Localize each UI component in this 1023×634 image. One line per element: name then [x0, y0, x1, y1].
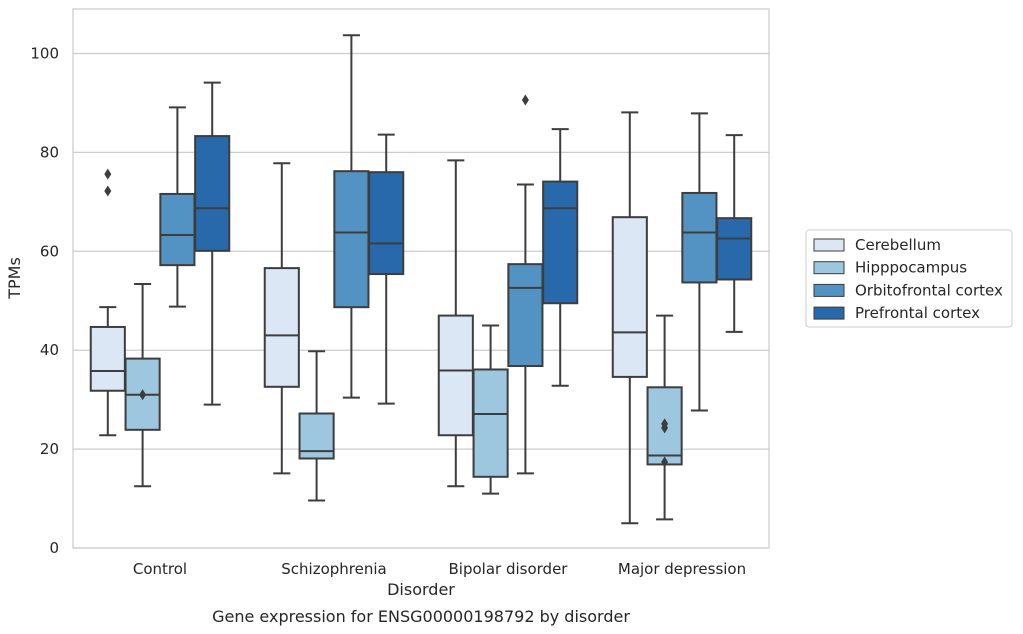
- outlier-point: [521, 94, 529, 106]
- box: [89, 325, 126, 392]
- x-tick-label: Control: [133, 560, 187, 578]
- outlier-point: [104, 185, 112, 197]
- box: [611, 216, 648, 378]
- box-group: [159, 106, 196, 308]
- box-group: [298, 350, 335, 502]
- box: [437, 314, 474, 437]
- x-tick-label: Bipolar disorder: [449, 560, 569, 578]
- box: [472, 368, 509, 478]
- legend-label: Prefrontal cortex: [855, 304, 980, 322]
- legend-label: Cerebellum: [855, 236, 941, 254]
- series-orbitofrontal-cortex: [159, 34, 718, 475]
- outlier-point: [661, 456, 669, 468]
- legend-swatch: [813, 283, 845, 297]
- box: [716, 217, 753, 281]
- outlier-point: [104, 168, 112, 180]
- legend: Cerebellum Hipppocampus Orbitofrontal cort…: [805, 229, 1013, 328]
- box: [333, 170, 370, 309]
- plot-area: [72, 8, 770, 549]
- box: [368, 171, 405, 276]
- y-tick-label: 40: [40, 341, 59, 359]
- box-group: [194, 81, 231, 406]
- legend-frame: [805, 229, 1013, 328]
- series-cerebellum: [89, 111, 648, 525]
- outlier-point: [661, 418, 669, 430]
- box-group: [368, 133, 405, 405]
- series-prefrontal-cortex: [194, 81, 753, 406]
- box-group: [124, 282, 161, 488]
- box-group: [507, 94, 544, 475]
- chart-caption: Gene expression for ENSG00000198792 by d…: [212, 607, 630, 626]
- box: [542, 180, 579, 305]
- y-tick-label: 100: [30, 45, 59, 63]
- x-axis-label: Disorder: [387, 580, 455, 599]
- x-tick-label: Schizophrenia: [281, 560, 386, 578]
- box-group: [542, 128, 579, 387]
- x-tick-label: Major depression: [618, 560, 746, 578]
- box: [681, 191, 718, 284]
- box: [263, 267, 300, 388]
- box-group: [681, 112, 718, 412]
- x-axis-ticks: Control Schizophrenia Bipolar disorder Majo…: [133, 560, 746, 578]
- legend-swatch: [813, 261, 845, 275]
- box-group: [472, 324, 509, 495]
- box: [159, 192, 196, 267]
- y-tick-label: 20: [40, 440, 59, 458]
- y-tick-label: 0: [49, 539, 59, 557]
- y-tick-label: 60: [40, 242, 59, 260]
- box-group: [646, 314, 683, 521]
- legend-swatch: [813, 306, 845, 320]
- box-series: [89, 34, 753, 525]
- box-group: [437, 159, 474, 488]
- legend-swatch: [813, 238, 845, 252]
- box: [194, 135, 231, 252]
- outlier-point: [139, 389, 147, 401]
- series-hipppocampus: [124, 282, 683, 521]
- y-tick-label: 80: [40, 143, 59, 161]
- y-axis-ticks: 0 20 40 60 80 100: [30, 45, 59, 557]
- box-group: [333, 34, 370, 399]
- box-group: [716, 134, 753, 333]
- box-group: [89, 168, 126, 437]
- y-axis-label: TPMs: [5, 257, 24, 300]
- box: [507, 263, 544, 368]
- box-group: [611, 111, 648, 525]
- box-group: [263, 162, 300, 475]
- legend-label: Orbitofrontal cortex: [855, 281, 1003, 299]
- legend-label: Hipppocampus: [855, 259, 967, 277]
